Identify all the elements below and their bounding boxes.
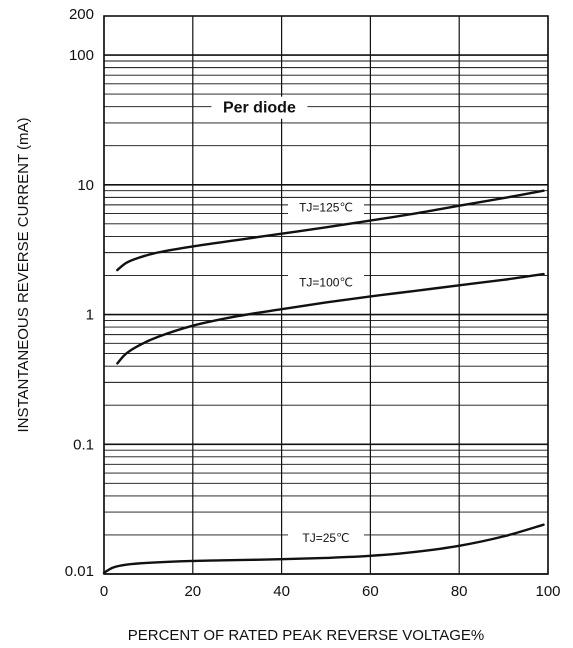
minor-gridlines	[104, 15, 548, 536]
y-tick-label: 0.01	[65, 563, 94, 580]
x-tick-label: 60	[362, 583, 379, 600]
series-label-1: TJ=100℃	[299, 275, 353, 289]
x-tick-label: 0	[100, 583, 108, 600]
series-lines	[102, 189, 545, 575]
plot-frame	[103, 15, 549, 575]
y-tick-label: 200	[69, 6, 94, 23]
series-label-2: TJ=25℃	[302, 531, 349, 545]
annotation-group: Per diode	[211, 96, 308, 119]
major-gridlines	[103, 16, 549, 575]
annotation-per-diode: Per diode	[223, 100, 296, 117]
series-label-bg	[288, 273, 364, 290]
x-tick-label: 80	[451, 583, 468, 600]
series-labels: TJ=125℃ TJ=100℃ TJ=25℃	[288, 198, 364, 545]
annotation-background	[211, 96, 308, 119]
series-line-0	[116, 189, 545, 272]
y-tick-label: 10	[77, 177, 94, 194]
y-axis-title: INSTANTANEOUS REVERSE CURRENT (mA)	[15, 117, 32, 432]
x-tick-label: 100	[535, 583, 560, 600]
x-axis-title: PERCENT OF RATED PEAK REVERSE VOLTAGE%	[128, 627, 484, 644]
x-tick-labels: 0 20 40 60 80 100	[100, 583, 561, 600]
series-line-1	[116, 272, 545, 365]
series-label-0: TJ=125℃	[299, 200, 353, 214]
y-tick-label: 1	[86, 307, 94, 324]
series-line-2	[102, 523, 545, 575]
series-label-bg	[288, 198, 364, 215]
y-tick-label: 100	[69, 47, 94, 64]
x-tick-label: 20	[184, 583, 201, 600]
series-label-bg	[288, 528, 364, 545]
x-tick-label: 40	[273, 583, 290, 600]
y-tick-labels: 0.01 0.1 1 10 100 200	[65, 6, 94, 580]
y-tick-label: 0.1	[73, 436, 94, 453]
